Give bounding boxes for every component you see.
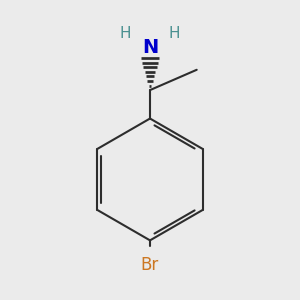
Text: H: H [169, 26, 180, 41]
Text: Br: Br [141, 256, 159, 274]
Text: N: N [142, 38, 158, 57]
Text: H: H [120, 26, 131, 41]
